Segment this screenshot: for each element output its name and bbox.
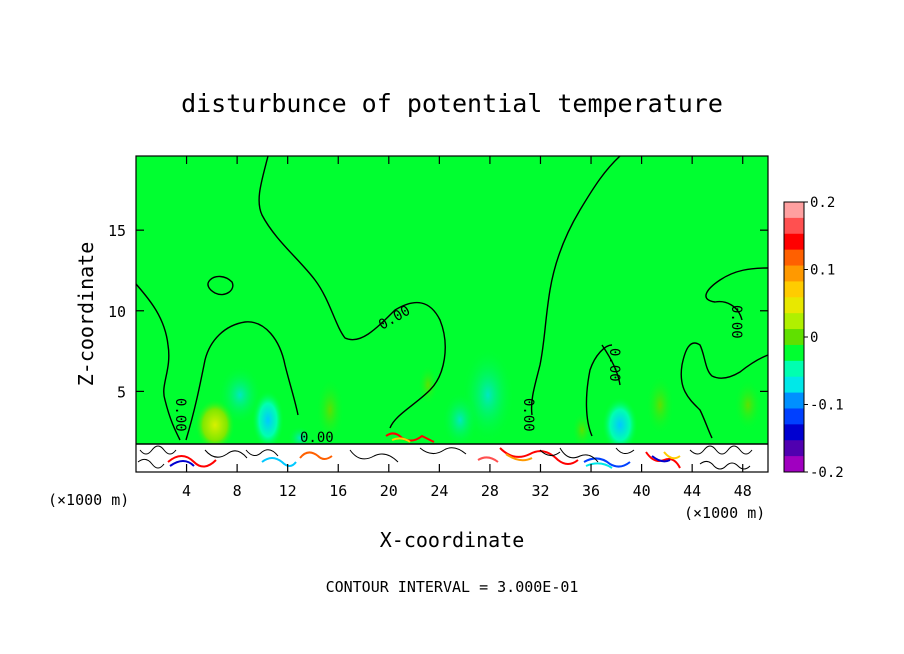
colorbar-swatch	[784, 217, 804, 235]
cold-anomaly	[602, 397, 638, 453]
x-tick-label: 8	[233, 482, 242, 500]
x-tick-label: 16	[329, 482, 347, 500]
warm-anomaly	[734, 379, 762, 431]
colorbar-tick-label: -0.2	[810, 465, 844, 481]
colorbar-tick-label: -0.1	[810, 398, 844, 414]
warm-anomaly	[646, 375, 674, 435]
contour-label: 0.00	[728, 305, 744, 339]
x-axis: 4 8 12 16 20 24 28 32 36 40 44 48	[182, 156, 752, 500]
contour-label: 0.00	[300, 430, 334, 446]
colorbar-swatch	[784, 233, 804, 251]
x-tick-label: 4	[182, 482, 191, 500]
warm-anomaly	[572, 412, 592, 448]
colorbar-swatch	[784, 281, 804, 298]
x-tick-label: 20	[380, 482, 398, 500]
colorbar-tick-label: 0.2	[810, 195, 835, 211]
x-tick-label: 44	[683, 482, 701, 500]
y-tick-label: 10	[108, 303, 126, 321]
colorbar-swatch	[784, 392, 804, 409]
colorbar-swatch	[784, 424, 804, 441]
colorbar-swatch	[784, 313, 804, 330]
x-tick-label: 36	[582, 482, 600, 500]
colorbar-swatch	[784, 265, 804, 282]
plot-field: 0.00 0.00 0.00 0.00 0.00 0.00	[136, 156, 768, 472]
contour-label: 0.00	[520, 398, 536, 432]
y-axis: 5 10 15	[108, 222, 768, 401]
colorbar-tick-label: 0.1	[810, 263, 835, 279]
colorbar-tick-label: 0	[810, 330, 818, 346]
colorbar: 0.2 0.1 0 -0.1 -0.2	[783, 195, 844, 481]
colorbar-swatch	[784, 440, 804, 457]
boundary-layer	[136, 444, 768, 472]
colorbar-swatch	[784, 344, 804, 362]
x-tick-label: 32	[531, 482, 549, 500]
colorbar-swatch	[784, 456, 804, 473]
y-axis-title: Z-coordinate	[74, 242, 98, 387]
y-tick-label: 5	[117, 383, 126, 401]
colorbar-swatch	[784, 249, 804, 267]
y-tick-label: 15	[108, 222, 126, 240]
colorbar-swatch	[784, 360, 804, 378]
colorbar-swatch	[784, 329, 804, 346]
plot-frame	[135, 155, 769, 473]
x-axis-title: X-coordinate	[380, 528, 525, 552]
boundary-layer-black-contours	[137, 445, 753, 470]
x-tick-label: 28	[481, 482, 499, 500]
x-tick-label: 12	[279, 482, 297, 500]
colorbar-swatch	[784, 297, 804, 314]
colorbar-swatch	[784, 376, 804, 394]
y-axis-unit: (×1000 m)	[48, 491, 129, 509]
colorbar-swatch	[784, 408, 804, 425]
contour-label: 0.00	[172, 398, 188, 432]
contour-interval-note: CONTOUR INTERVAL = 3.000E-01	[326, 578, 579, 596]
x-tick-label: 48	[734, 482, 752, 500]
contour-label: 0.00	[606, 348, 622, 382]
colorbar-swatch	[784, 202, 804, 219]
warm-anomaly	[316, 378, 344, 442]
warm-anomaly	[418, 365, 438, 405]
zero-contours	[136, 156, 768, 441]
x-tick-label: 24	[430, 482, 448, 500]
cold-anomaly	[442, 392, 478, 448]
chart-title: disturbunce of potential temperature	[181, 89, 723, 118]
boundary-layer-contours	[167, 432, 681, 469]
x-axis-unit: (×1000 m)	[684, 504, 765, 522]
x-tick-label: 40	[633, 482, 651, 500]
warm-anomaly	[195, 399, 235, 451]
